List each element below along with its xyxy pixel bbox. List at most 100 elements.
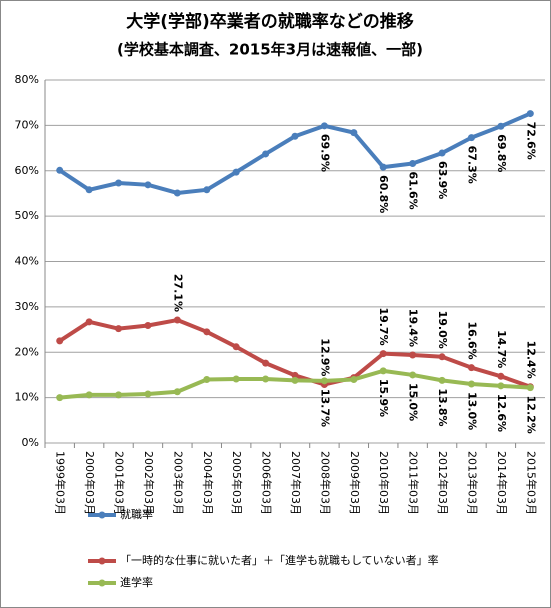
chart-subtitle: (学校基本調査、2015年3月は速報値、一部)	[117, 41, 423, 59]
value-label: 67.3%	[465, 146, 478, 184]
value-label: 12.9%	[318, 338, 331, 376]
x-tick-label: 2014年03月	[495, 451, 509, 515]
x-tick-label: 2013年03月	[465, 451, 479, 515]
point	[467, 364, 475, 372]
point	[526, 110, 534, 118]
y-tick-label: 80%	[15, 73, 39, 86]
x-tick-label: 2015年03月	[524, 451, 538, 515]
point	[262, 150, 270, 158]
point	[379, 350, 387, 358]
point	[115, 391, 123, 399]
x-tick-label: 2004年03月	[201, 451, 215, 515]
value-label: 19.0%	[436, 311, 449, 349]
value-label: 27.1%	[171, 274, 184, 312]
x-tick-label: 2002年03月	[142, 451, 156, 515]
value-label: 16.6%	[465, 322, 478, 360]
point	[144, 181, 152, 189]
value-label: 12.6%	[495, 394, 508, 432]
point	[85, 318, 93, 326]
value-label: 19.4%	[407, 309, 420, 347]
value-label: 69.8%	[495, 134, 508, 172]
point	[467, 380, 475, 388]
point	[203, 186, 211, 194]
y-tick-label: 60%	[15, 164, 39, 177]
point	[379, 163, 387, 171]
point	[438, 149, 446, 157]
point	[232, 168, 240, 176]
point	[409, 371, 417, 379]
point	[85, 391, 93, 399]
point	[85, 186, 93, 194]
point	[115, 325, 123, 333]
point	[262, 375, 270, 383]
x-tick-label: 2007年03月	[289, 451, 303, 515]
point	[203, 328, 211, 336]
x-tick-label: 2010年03月	[377, 451, 391, 515]
point	[115, 179, 123, 187]
y-tick-label: 0%	[22, 436, 39, 449]
value-label: 69.9%	[318, 134, 331, 172]
y-tick-label: 70%	[15, 118, 39, 131]
x-tick-label: 2006年03月	[260, 451, 274, 515]
point	[291, 371, 299, 379]
point	[144, 390, 152, 398]
point	[232, 343, 240, 351]
point	[173, 388, 181, 396]
point	[173, 189, 181, 197]
point	[526, 384, 534, 392]
x-tick-label: 2012年03月	[436, 451, 450, 515]
value-label: 61.6%	[407, 171, 420, 209]
point	[497, 382, 505, 390]
point	[232, 375, 240, 383]
point	[409, 351, 417, 359]
point	[497, 372, 505, 380]
point	[467, 134, 475, 142]
x-tick-label: 2005年03月	[230, 451, 244, 515]
y-tick-label: 30%	[15, 300, 39, 313]
value-label: 15.0%	[407, 383, 420, 421]
value-label: 14.7%	[495, 330, 508, 368]
point	[56, 166, 64, 174]
y-tick-label: 20%	[15, 345, 39, 358]
point	[320, 377, 328, 385]
point	[144, 321, 152, 329]
legend-label: 就職率	[120, 507, 153, 521]
value-label: 13.8%	[436, 388, 449, 426]
point	[379, 367, 387, 375]
value-label: 13.7%	[318, 389, 331, 427]
legend-marker	[98, 557, 106, 565]
point	[438, 353, 446, 361]
value-label: 15.9%	[377, 379, 390, 417]
chart-title: 大学(学部)卒業者の就職率などの推移	[126, 11, 414, 32]
point	[291, 132, 299, 140]
value-label: 63.9%	[436, 161, 449, 199]
x-tick-label: 2009年03月	[348, 451, 362, 515]
y-tick-label: 50%	[15, 209, 39, 222]
value-label: 13.0%	[465, 392, 478, 430]
value-label: 60.8%	[377, 175, 390, 213]
legend-marker	[98, 579, 106, 587]
point	[262, 359, 270, 367]
point	[56, 337, 64, 345]
point	[350, 129, 358, 137]
x-tick-label: 1999年03月	[54, 451, 68, 515]
point	[173, 316, 181, 324]
point	[497, 122, 505, 130]
x-tick-label: 2008年03月	[318, 451, 332, 515]
point	[203, 375, 211, 383]
y-tick-label: 10%	[15, 391, 39, 404]
legend-label: 進学率	[120, 575, 153, 589]
point	[291, 376, 299, 384]
x-tick-label: 2003年03月	[171, 451, 185, 515]
x-tick-label: 2011年03月	[407, 451, 421, 515]
point	[409, 159, 417, 167]
point	[320, 122, 328, 130]
x-tick-label: 2001年03月	[113, 451, 127, 515]
x-tick-label: 2000年03月	[83, 451, 97, 515]
y-tick-label: 40%	[15, 255, 39, 268]
point	[56, 394, 64, 402]
value-label: 72.6%	[524, 122, 537, 160]
value-label: 12.2%	[524, 396, 537, 434]
